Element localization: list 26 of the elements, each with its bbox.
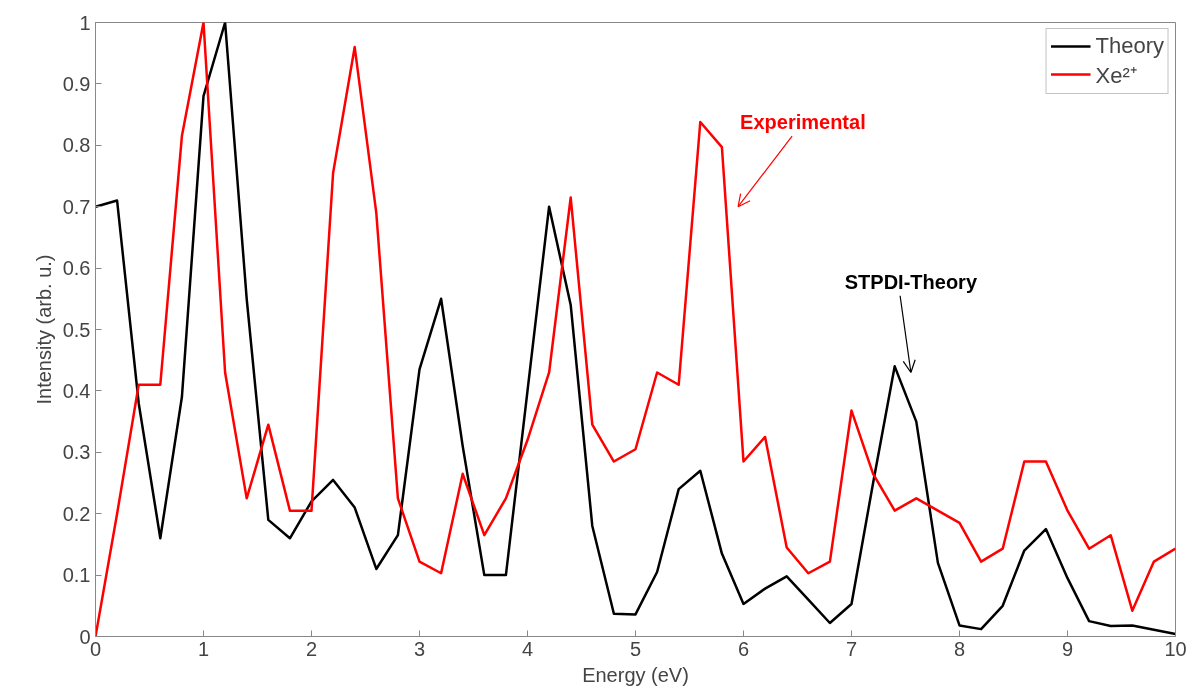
annotation: Experimental [740, 111, 866, 134]
x-tick-label: 9 [1061, 637, 1074, 660]
legend-label: Theory [1095, 33, 1164, 59]
y-tick-label: 0.7 [62, 195, 91, 218]
y-axis-title: Intensity (arb. u.) [32, 254, 55, 405]
y-tick-label: 0.5 [62, 318, 91, 341]
y-tick-label: 0.3 [62, 441, 91, 464]
x-tick-label: 2 [305, 637, 318, 660]
y-tick-label: 0.9 [62, 72, 91, 95]
y-tick-label: 0.2 [62, 502, 91, 525]
x-tick-label: 6 [737, 637, 750, 660]
x-tick-label: 5 [629, 637, 642, 660]
x-tick-label: 3 [413, 637, 426, 660]
legend-label: Xe²⁺ [1095, 62, 1137, 89]
annotation: STPDI-Theory [844, 270, 978, 293]
y-tick-label: 0.8 [62, 134, 91, 157]
x-tick-label: 8 [953, 637, 966, 660]
x-tick-label: 4 [521, 637, 534, 660]
y-tick-label: 1 [79, 11, 91, 34]
y-tick-label: 0.4 [62, 379, 91, 402]
x-tick-label: 7 [845, 637, 858, 660]
y-tick-label: 0.6 [62, 257, 91, 280]
x-tick-label: 10 [1164, 637, 1187, 660]
x-axis-title: Energy (eV) [582, 663, 689, 686]
x-tick-label: 1 [197, 637, 210, 660]
y-tick-label: 0.1 [62, 564, 91, 587]
